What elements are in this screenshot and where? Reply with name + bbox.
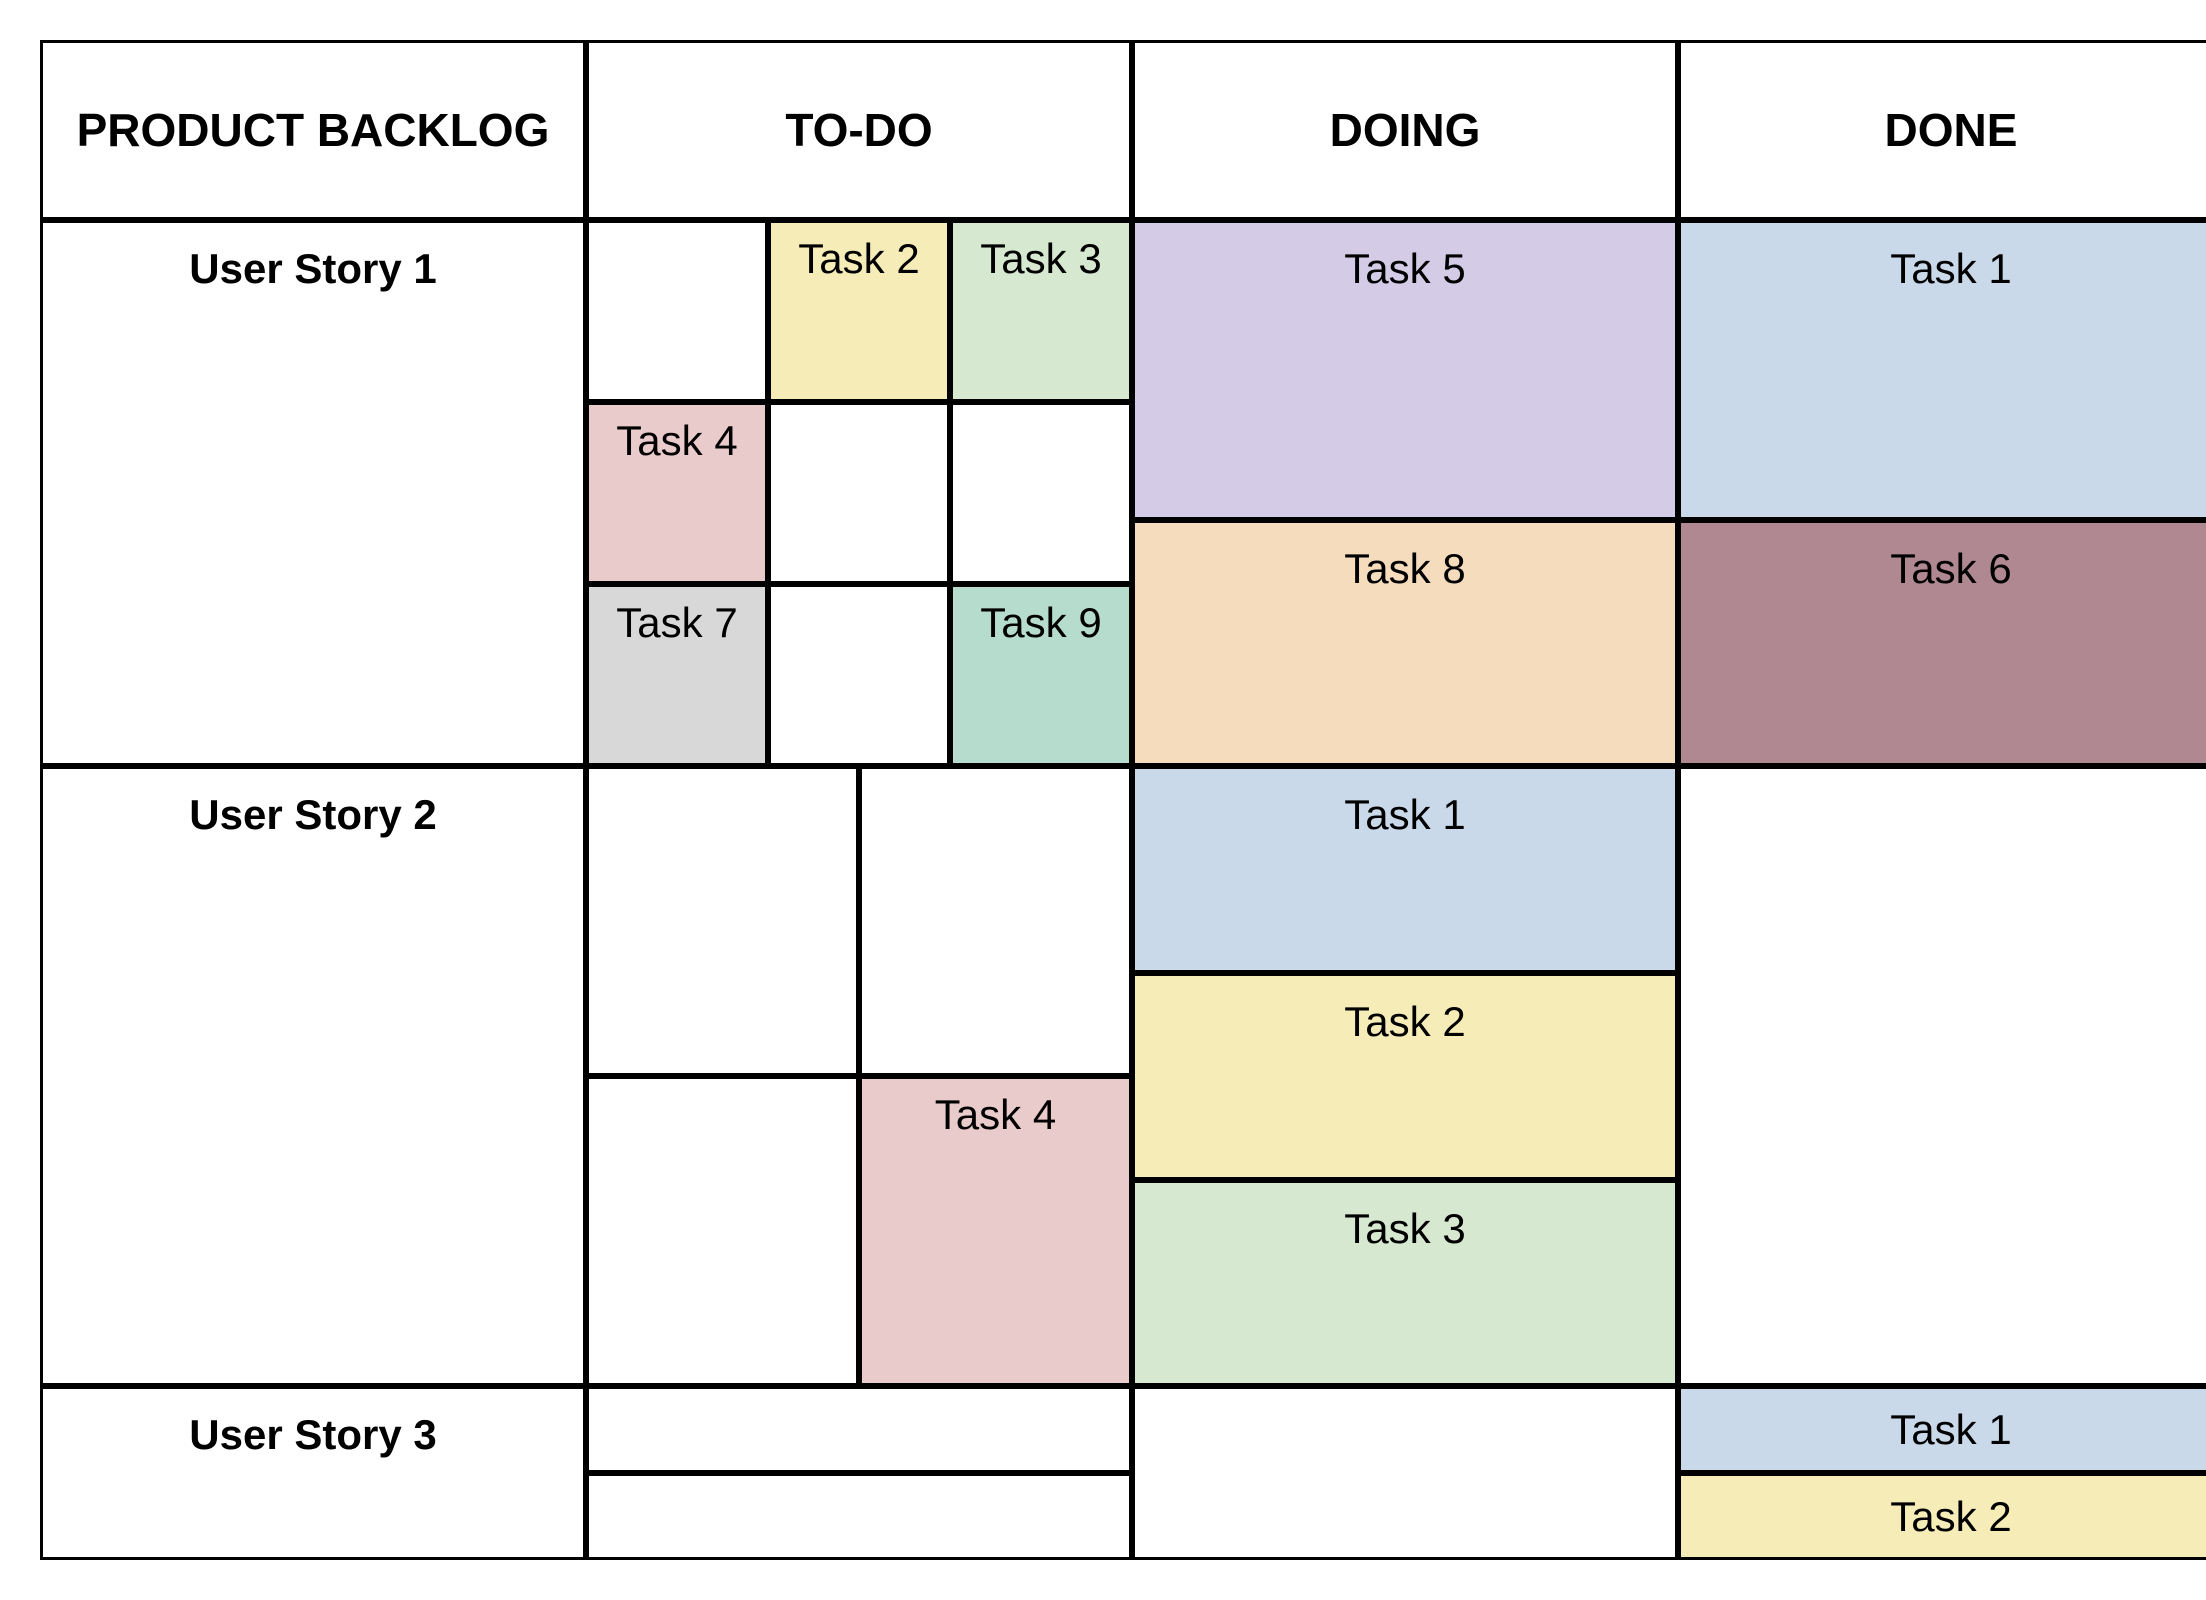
story-1-todo-cell-3[interactable]: Task 4 — [586, 402, 768, 584]
story-3-done-1-label: Task 2 — [1890, 1493, 2011, 1541]
header-backlog: PRODUCT BACKLOG — [40, 40, 586, 220]
story-3-todo-row-1 — [586, 1473, 1132, 1560]
story-1-todo-cell-6[interactable]: Task 7 — [586, 584, 768, 766]
story-2-doing-1[interactable]: Task 2 — [1132, 973, 1678, 1180]
story-1-label: User Story 1 — [40, 220, 586, 766]
story-1-todo-cell-3-label: Task 4 — [616, 417, 737, 465]
story-3-doing-0 — [1132, 1386, 1678, 1560]
header-backlog-label: PRODUCT BACKLOG — [77, 103, 550, 157]
story-1-todo-cell-2[interactable]: Task 3 — [950, 220, 1132, 402]
story-1-label-label: User Story 1 — [189, 245, 436, 293]
header-doing: DOING — [1132, 40, 1678, 220]
story-3-label: User Story 3 — [40, 1386, 586, 1560]
story-2-todo-cell-3-label: Task 4 — [935, 1091, 1056, 1139]
story-1-todo-cell-1[interactable]: Task 2 — [768, 220, 950, 402]
story-1-doing-1-label: Task 8 — [1344, 545, 1465, 593]
story-2-todo-cell-3[interactable]: Task 4 — [859, 1076, 1132, 1386]
story-3-done-0-label: Task 1 — [1890, 1406, 2011, 1454]
story-3-done-1[interactable]: Task 2 — [1678, 1473, 2206, 1560]
story-1-todo-cell-7 — [768, 584, 950, 766]
header-todo-label: TO-DO — [785, 103, 932, 157]
story-3-done-0[interactable]: Task 1 — [1678, 1386, 2206, 1473]
story-2-todo-cell-2 — [586, 1076, 859, 1386]
story-3-todo-row-0 — [586, 1386, 1132, 1473]
story-2-label: User Story 2 — [40, 766, 586, 1386]
story-1-done-0[interactable]: Task 1 — [1678, 220, 2206, 520]
story-1-done-1-label: Task 6 — [1890, 545, 2011, 593]
story-1-done-0-label: Task 1 — [1890, 245, 2011, 293]
story-2-doing-0-label: Task 1 — [1344, 791, 1465, 839]
story-2-todo-cell-1 — [859, 766, 1132, 1076]
story-1-todo-cell-6-label: Task 7 — [616, 599, 737, 647]
story-1-todo-cell-1-label: Task 2 — [798, 235, 919, 283]
story-2-doing-2-label: Task 3 — [1344, 1205, 1465, 1253]
story-1-todo-cell-0 — [586, 220, 768, 402]
story-1-doing-0[interactable]: Task 5 — [1132, 220, 1678, 520]
story-1-todo-cell-5 — [950, 402, 1132, 584]
story-2-label-label: User Story 2 — [189, 791, 436, 839]
header-doing-label: DOING — [1330, 103, 1481, 157]
story-2-done-0 — [1678, 766, 2206, 1386]
story-2-todo-cell-0 — [586, 766, 859, 1076]
header-todo: TO-DO — [586, 40, 1132, 220]
story-1-doing-0-label: Task 5 — [1344, 245, 1465, 293]
story-2-doing-2[interactable]: Task 3 — [1132, 1180, 1678, 1386]
story-1-todo-cell-4 — [768, 402, 950, 584]
story-1-done-1[interactable]: Task 6 — [1678, 520, 2206, 766]
story-1-todo-cell-8-label: Task 9 — [980, 599, 1101, 647]
story-2-doing-1-label: Task 2 — [1344, 998, 1465, 1046]
header-done-label: DONE — [1885, 103, 2018, 157]
story-3-label-label: User Story 3 — [189, 1411, 436, 1459]
story-1-todo-cell-2-label: Task 3 — [980, 235, 1101, 283]
story-2-doing-0[interactable]: Task 1 — [1132, 766, 1678, 973]
header-done: DONE — [1678, 40, 2206, 220]
story-1-doing-1[interactable]: Task 8 — [1132, 520, 1678, 766]
story-1-todo-cell-8[interactable]: Task 9 — [950, 584, 1132, 766]
